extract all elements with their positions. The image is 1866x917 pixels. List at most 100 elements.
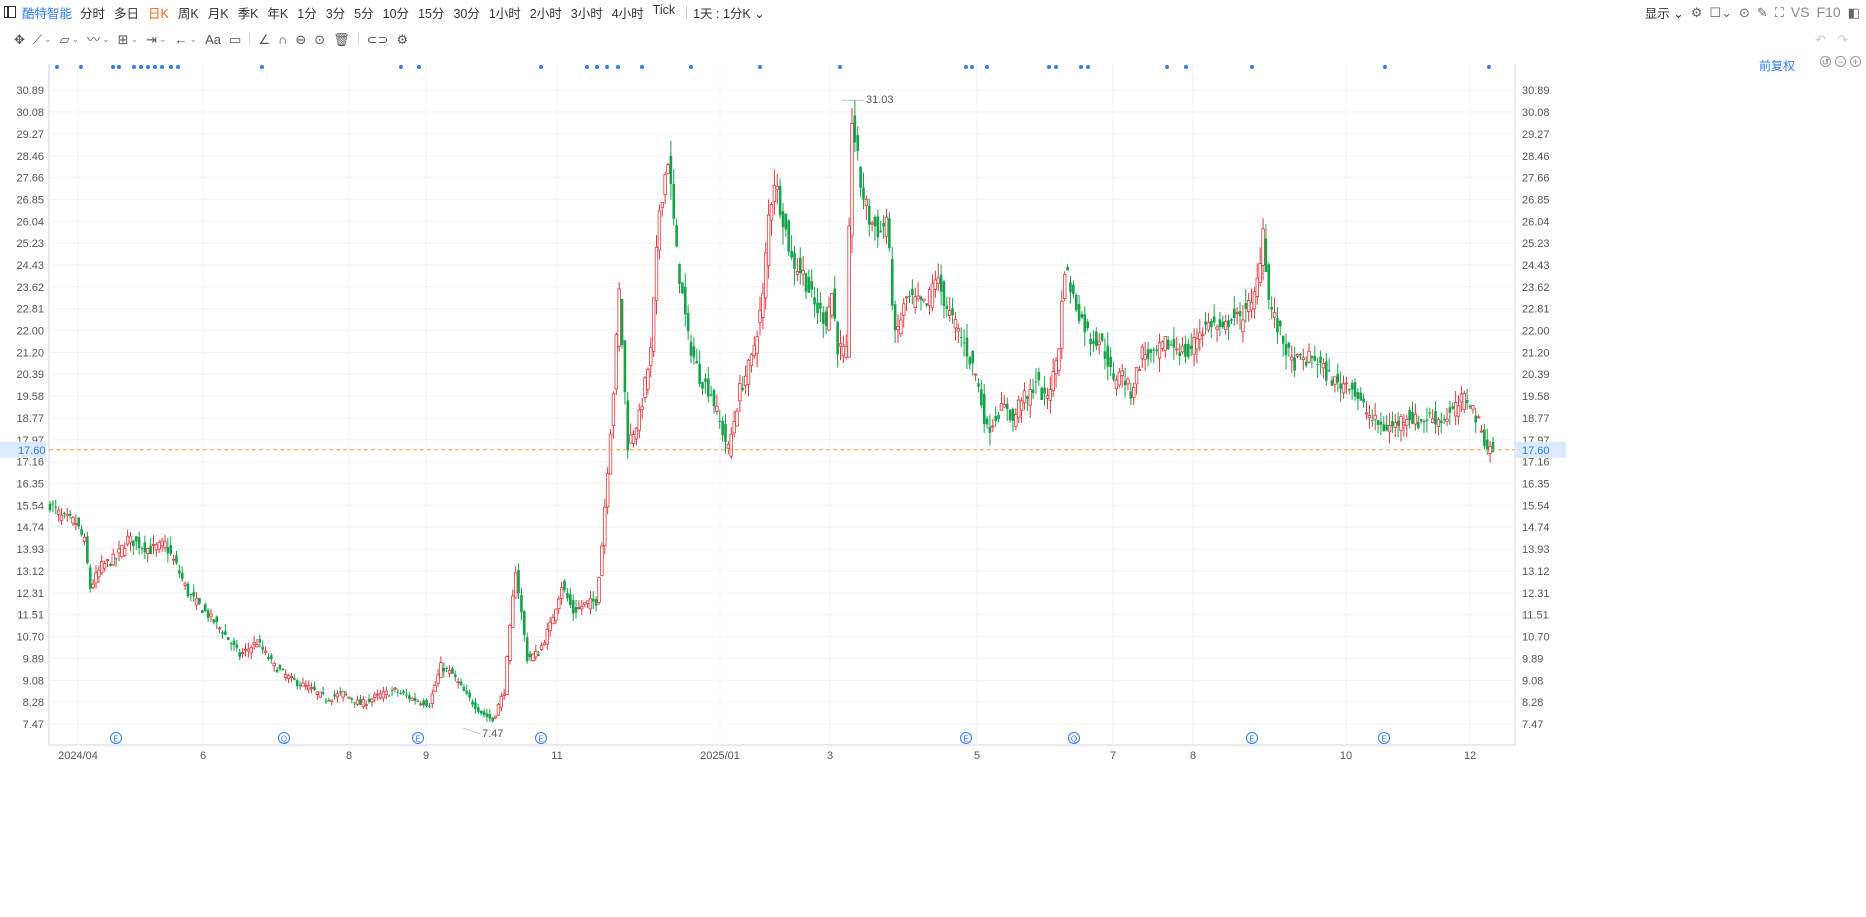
candle-body[interactable] [790, 250, 793, 258]
candle-body[interactable] [238, 652, 242, 657]
line-tool-icon[interactable]: ⟋ [32, 31, 43, 47]
candle-body[interactable] [1330, 380, 1334, 386]
candle-body[interactable] [663, 174, 667, 196]
candle-body[interactable] [991, 425, 995, 428]
candle-body[interactable] [1149, 349, 1153, 353]
candle-body[interactable] [862, 187, 865, 200]
candle-body[interactable] [1367, 415, 1372, 418]
f10-button[interactable]: F10 [1816, 4, 1841, 20]
candle-body[interactable] [1258, 263, 1262, 283]
candle-body[interactable] [537, 654, 540, 656]
candle-body[interactable] [1295, 353, 1300, 357]
period-tab[interactable]: 3分 [325, 6, 346, 21]
candle-body[interactable] [798, 257, 802, 273]
candle-body[interactable] [442, 668, 446, 672]
candle-body[interactable] [1157, 342, 1162, 359]
candle-body[interactable] [882, 223, 885, 227]
candle-body[interactable] [738, 383, 742, 402]
candle-body[interactable] [488, 714, 492, 719]
candle-body[interactable] [1120, 370, 1124, 376]
candle-body[interactable] [459, 681, 463, 685]
candle-body[interactable] [566, 592, 569, 599]
candle-body[interactable] [149, 546, 152, 555]
candle-body[interactable] [1080, 314, 1084, 318]
candle-body[interactable] [91, 583, 95, 588]
candle-body[interactable] [178, 570, 181, 574]
candle-body[interactable] [307, 685, 311, 691]
candle-body[interactable] [724, 423, 727, 442]
undo-icon[interactable]: ↶ [1815, 31, 1826, 47]
candle-body[interactable] [888, 218, 891, 249]
candle-body[interactable] [1022, 390, 1027, 404]
candle-body[interactable] [930, 283, 935, 308]
candle-body[interactable] [1387, 425, 1392, 433]
candle-body[interactable] [1252, 291, 1257, 310]
candle-body[interactable] [764, 252, 768, 299]
candle-body[interactable] [1206, 322, 1211, 331]
event-dot-marker[interactable] [79, 65, 83, 69]
event-dot-marker[interactable] [132, 65, 136, 69]
candle-body[interactable] [729, 433, 733, 457]
candle-body[interactable] [1324, 361, 1328, 381]
candle-body[interactable] [867, 205, 871, 225]
candle-body[interactable] [180, 572, 184, 580]
event-dot-marker[interactable] [838, 65, 842, 69]
candle-body[interactable] [793, 252, 796, 270]
period-tab[interactable]: 1分 [297, 6, 317, 21]
candle-body[interactable] [704, 378, 707, 382]
candle-body[interactable] [813, 297, 816, 305]
period-tab[interactable]: 日K [148, 6, 169, 21]
candle-body[interactable] [942, 281, 946, 306]
candle-body[interactable] [904, 296, 909, 299]
redo-icon[interactable]: ↷ [1837, 31, 1848, 47]
candle-body[interactable] [646, 369, 650, 390]
candle-body[interactable] [1109, 356, 1112, 367]
candle-body[interactable] [853, 115, 857, 143]
event-dot-marker[interactable] [1165, 65, 1169, 69]
candle-body[interactable] [902, 303, 906, 316]
candle-body[interactable] [517, 569, 520, 594]
candle-body[interactable] [482, 711, 486, 715]
candle-body[interactable] [681, 282, 684, 294]
candle-body[interactable] [474, 702, 477, 709]
candle-body[interactable] [1008, 409, 1012, 421]
candle-body[interactable] [1255, 277, 1259, 297]
candle-body[interactable] [203, 604, 207, 612]
candle-body[interactable] [1459, 393, 1464, 403]
event-marker-circle[interactable] [535, 732, 547, 744]
event-marker-circle[interactable] [278, 732, 290, 744]
event-dot-marker[interactable] [1184, 65, 1188, 69]
candle-body[interactable] [255, 644, 259, 648]
candle-body[interactable] [100, 561, 104, 574]
candle-body[interactable] [864, 199, 869, 206]
lock-icon[interactable]: ⊖ [295, 31, 307, 47]
candle-body[interactable] [240, 652, 245, 655]
candle-body[interactable] [1100, 333, 1104, 341]
event-dot-marker[interactable] [539, 65, 543, 69]
candle-body[interactable] [1077, 304, 1081, 322]
text-tool-icon[interactable]: Aa [205, 31, 222, 47]
candle-body[interactable] [795, 271, 800, 275]
candle-body[interactable] [1083, 314, 1087, 333]
candle-body[interactable] [539, 645, 544, 651]
event-dot-marker[interactable] [585, 65, 589, 69]
candle-body[interactable] [1413, 413, 1418, 425]
candle-body[interactable] [1264, 238, 1268, 273]
candle-body[interactable] [669, 155, 673, 184]
candle-body[interactable] [542, 642, 547, 646]
candle-body[interactable] [988, 426, 992, 433]
candle-body[interactable] [1299, 353, 1302, 356]
candle-body[interactable] [289, 676, 294, 678]
candle-body[interactable] [324, 700, 328, 702]
candle-body[interactable] [183, 583, 187, 586]
event-dot-marker[interactable] [1079, 65, 1083, 69]
candle-body[interactable] [1448, 407, 1452, 413]
candle-body[interactable] [109, 564, 112, 566]
candle-body[interactable] [1169, 344, 1173, 346]
chevron-down-icon[interactable]: ⌄ [159, 33, 167, 44]
candle-body[interactable] [499, 695, 503, 708]
candle-body[interactable] [574, 607, 578, 613]
candle-body[interactable] [496, 704, 501, 716]
candle-body[interactable] [206, 610, 210, 619]
candle-body[interactable] [603, 506, 607, 547]
